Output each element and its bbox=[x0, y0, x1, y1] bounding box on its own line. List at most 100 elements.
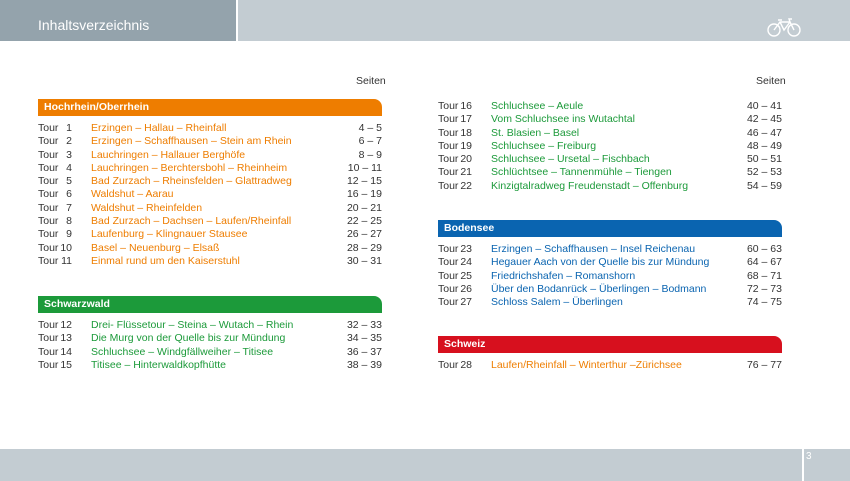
tour-label: Tour bbox=[38, 345, 59, 358]
tour-route[interactable]: Laufenburg – Klingnauer Stausee bbox=[91, 228, 248, 241]
tour-route[interactable]: Schluchsee – Ursetal – Fischbach bbox=[491, 153, 650, 166]
toc-row: Tour 2 Erzingen – Schaffhausen – Stein am … bbox=[38, 135, 382, 148]
tour-number: 9 bbox=[66, 228, 72, 241]
tour-label: Tour bbox=[438, 359, 459, 371]
tour-number: 24 bbox=[460, 256, 472, 269]
tour-pages: 54 – 59 bbox=[746, 179, 782, 192]
toc-row: Tour 1 Erzingen – Hallau – Rheinfall 4 – 5 bbox=[38, 122, 382, 135]
toc-row: Tour 17 Vom Schluchsee ins Wutachtal 42 – 4… bbox=[438, 113, 782, 126]
tour-route[interactable]: St. Blasien – Basel bbox=[491, 126, 580, 139]
tour-number: 17 bbox=[460, 113, 472, 126]
tour-number: 20 bbox=[460, 153, 472, 166]
tour-route[interactable]: Waldshut – Rheinfelden bbox=[91, 201, 203, 214]
tour-label: Tour bbox=[438, 153, 459, 166]
tour-label: Tour bbox=[438, 179, 459, 192]
tour-label: Tour bbox=[438, 296, 459, 309]
tour-pages: 20 – 21 bbox=[346, 201, 382, 214]
tour-route[interactable]: Einmal rund um den Kaiserstuhl bbox=[91, 254, 240, 267]
tour-route[interactable]: Lauchringen – Hallauer Berghöfe bbox=[91, 148, 246, 161]
tour-route[interactable]: Bad Zurzach – Dachsen – Laufen/Rheinfall bbox=[91, 215, 292, 228]
tour-route[interactable]: Erzingen – Schaffhausen – Stein am Rhein bbox=[91, 135, 292, 148]
section-bodensee-list: Tour 23 Erzingen – Schaffhausen – Insel Re… bbox=[438, 243, 782, 309]
tour-number: 16 bbox=[460, 100, 472, 112]
tour-route[interactable]: Drei- Flüssetour – Steina – Wutach – Rhe… bbox=[91, 319, 294, 331]
toc-row: Tour 3 Lauchringen – Hallauer Berghöfe 8 – … bbox=[38, 149, 382, 162]
tour-pages: 28 – 29 bbox=[346, 241, 382, 254]
tour-label: Tour bbox=[438, 166, 459, 179]
tour-number: 2 bbox=[66, 135, 72, 148]
tour-route[interactable]: Basel – Neuenburg – Elsaß bbox=[91, 241, 220, 254]
toc-row: Tour 15 Titisee – Hinterwaldkopfhütte 38 – … bbox=[38, 359, 382, 372]
tour-number: 8 bbox=[66, 215, 72, 228]
tour-number: 28 bbox=[460, 359, 472, 371]
toc-row: Tour 11 Einmal rund um den Kaiserstuhl 30 –… bbox=[38, 255, 382, 268]
tour-route[interactable]: Titisee – Hinterwaldkopfhütte bbox=[91, 358, 227, 371]
tour-route[interactable]: Lauchringen – Berchtersbohl – Rheinheim bbox=[91, 161, 288, 174]
tour-route[interactable]: Waldshut – Aarau bbox=[91, 188, 174, 201]
tour-pages: 8 – 9 bbox=[358, 148, 382, 161]
tour-route[interactable]: Laufen/Rheinfall – Winterthur –Zürichsee bbox=[491, 359, 682, 371]
tour-label: Tour bbox=[38, 358, 59, 371]
toc-row: Tour 26 Über den Bodanrück – Überlingen – … bbox=[438, 283, 782, 296]
section-schweiz-list: Tour 28 Laufen/Rheinfall – Winterthur –Zür… bbox=[438, 359, 782, 372]
footer-divider bbox=[802, 449, 804, 481]
tour-pages: 12 – 15 bbox=[346, 175, 382, 188]
tour-route[interactable]: Schluchsee – Aeule bbox=[491, 100, 584, 112]
tour-number: 27 bbox=[460, 296, 472, 309]
tour-number: 19 bbox=[460, 139, 472, 152]
header-bar-left bbox=[0, 0, 236, 41]
tour-label: Tour bbox=[438, 100, 459, 112]
toc-row: Tour 24 Hegauer Aach von der Quelle bis zu… bbox=[438, 256, 782, 269]
tour-route[interactable]: Die Murg von der Quelle bis zur Mündung bbox=[91, 332, 286, 345]
tour-pages: 52 – 53 bbox=[746, 166, 782, 179]
tour-label: Tour bbox=[38, 188, 59, 201]
tour-pages: 42 – 45 bbox=[746, 113, 782, 126]
tour-route[interactable]: Schluchsee – Freiburg bbox=[491, 139, 597, 152]
tour-route[interactable]: Erzingen – Schaffhausen – Insel Reichena… bbox=[491, 243, 696, 255]
toc-row: Tour 18 St. Blasien – Basel 46 – 47 bbox=[438, 127, 782, 140]
tour-number: 6 bbox=[66, 188, 72, 201]
tour-route[interactable]: Erzingen – Hallau – Rheinfall bbox=[91, 122, 227, 134]
toc-row: Tour 23 Erzingen – Schaffhausen – Insel Re… bbox=[438, 243, 782, 256]
tour-label: Tour bbox=[38, 319, 59, 331]
toc-row: Tour 5 Bad Zurzach – Rheinsfelden – Glattr… bbox=[38, 175, 382, 188]
header-bar-right bbox=[238, 0, 850, 41]
tour-route[interactable]: Bad Zurzach – Rheinsfelden – Glattradweg bbox=[91, 175, 292, 188]
tour-label: Tour bbox=[38, 175, 59, 188]
tour-label: Tour bbox=[38, 254, 59, 267]
toc-row: Tour 16 Schluchsee – Aeule 40 – 41 bbox=[438, 100, 782, 113]
tour-pages: 50 – 51 bbox=[746, 153, 782, 166]
tour-route[interactable]: Friedrichshafen – Romanshorn bbox=[491, 269, 636, 282]
tour-label: Tour bbox=[438, 243, 459, 255]
tour-number: 12 bbox=[60, 319, 72, 331]
toc-row: Tour 6 Waldshut – Aarau 16 – 19 bbox=[38, 188, 382, 201]
tour-label: Tour bbox=[38, 215, 59, 228]
tour-route[interactable]: Schluchsee – Windgfällweiher – Titisee bbox=[91, 345, 274, 358]
tour-number: 22 bbox=[460, 179, 472, 192]
tour-route[interactable]: Vom Schluchsee ins Wutachtal bbox=[491, 113, 635, 126]
tour-pages: 30 – 31 bbox=[346, 254, 382, 267]
section-header-schweiz: Schweiz bbox=[438, 336, 782, 353]
tour-route[interactable]: Hegauer Aach von der Quelle bis zur Münd… bbox=[491, 256, 710, 269]
tour-label: Tour bbox=[38, 148, 59, 161]
toc-row: Tour 25 Friedrichshafen – Romanshorn 68 – 7… bbox=[438, 270, 782, 283]
tour-route[interactable]: Kinzigtalradweg Freudenstadt – Offenburg bbox=[491, 179, 689, 192]
tour-route[interactable]: Schloss Salem – Überlingen bbox=[491, 296, 623, 309]
tour-label: Tour bbox=[38, 135, 59, 148]
toc-row: Tour 10 Basel – Neuenburg – Elsaß 28 – 29 bbox=[38, 242, 382, 255]
tour-number: 26 bbox=[460, 282, 472, 295]
tour-route[interactable]: Schlüchtsee – Tannenmühle – Tiengen bbox=[491, 166, 672, 179]
tour-route[interactable]: Über den Bodanrück – Überlingen – Bodman… bbox=[491, 282, 707, 295]
tour-pages: 60 – 63 bbox=[746, 243, 782, 255]
page-title: Inhaltsverzeichnis bbox=[38, 17, 150, 33]
tour-pages: 16 – 19 bbox=[346, 188, 382, 201]
tour-pages: 72 – 73 bbox=[746, 282, 782, 295]
tour-number: 4 bbox=[66, 161, 72, 174]
tour-pages: 26 – 27 bbox=[346, 228, 382, 241]
toc-row: Tour 4 Lauchringen – Berchtersbohl – Rhein… bbox=[38, 162, 382, 175]
tour-number: 5 bbox=[66, 175, 72, 188]
tour-pages: 32 – 33 bbox=[346, 319, 382, 331]
tour-pages: 74 – 75 bbox=[746, 296, 782, 309]
tour-pages: 48 – 49 bbox=[746, 139, 782, 152]
tour-pages: 76 – 77 bbox=[746, 359, 782, 371]
